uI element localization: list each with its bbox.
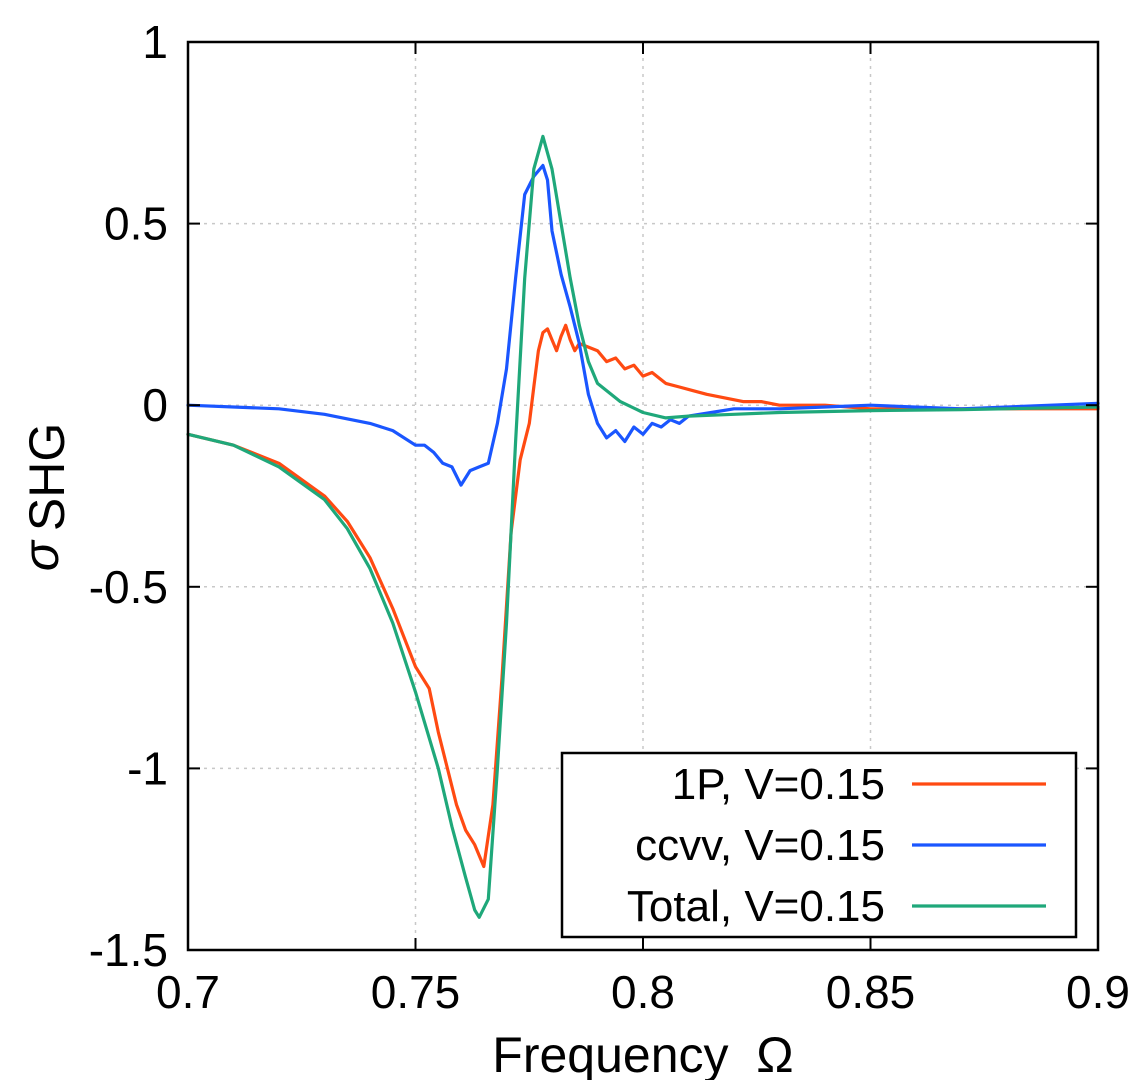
series-line-ccvv: [186, 163, 1100, 487]
legend: 1P, V=0.15 ccvv, V=0.15 Total, V=0.15: [560, 751, 1078, 939]
svg-text:σ SHG: σ SHG: [13, 423, 75, 572]
x-tick-label: 0.8: [611, 966, 675, 1018]
legend-label: Total, V=0.15: [627, 882, 885, 931]
y-tick-label: 1: [142, 16, 168, 68]
x-tick-label: 0.85: [826, 966, 916, 1018]
tick-labels: 0.7 0.75 0.8 0.85 0.9 1 0.5 0 -0.5 -1 -1.5: [89, 16, 1130, 1018]
x-tick-label: 0.75: [371, 966, 461, 1018]
y-axis-title-symbol: σ: [13, 539, 69, 571]
y-tick-label: -1: [127, 742, 168, 794]
series-line-total: [186, 134, 1100, 919]
ticks: [187, 41, 1099, 951]
series-layer: [186, 134, 1100, 919]
x-tick-label: 0.9: [1066, 966, 1130, 1018]
legend-label: ccvv, V=0.15: [635, 821, 885, 870]
legend-label: 1P, V=0.15: [672, 760, 885, 809]
x-tick-label: 0.7: [156, 966, 220, 1018]
y-tick-label: -0.5: [89, 561, 168, 613]
y-axis-title: σ SHG: [13, 423, 75, 572]
y-tick-label: -1.5: [89, 924, 168, 976]
y-tick-label: 0.5: [104, 198, 168, 250]
x-axis-title: Frequency Ω: [492, 1027, 793, 1080]
y-tick-label: 0: [142, 379, 168, 431]
y-axis-title-subscript: SHG: [19, 423, 75, 531]
series-line-1p: [186, 323, 1100, 869]
